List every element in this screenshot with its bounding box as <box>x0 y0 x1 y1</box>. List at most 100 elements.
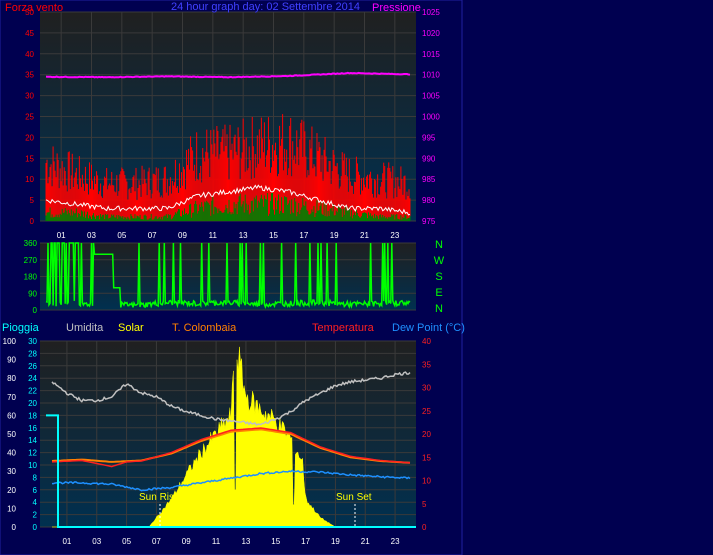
pressure-tick-label: 1025 <box>422 8 440 17</box>
temperature-tick-label: 5 <box>422 500 427 509</box>
humidity-tick-label: 30 <box>7 467 16 476</box>
pressure-tick-label: 975 <box>422 217 436 226</box>
pressure-tick-label: 980 <box>422 196 436 205</box>
hour-tick-label: 09 <box>178 231 187 240</box>
wind-direction-line <box>45 242 411 310</box>
humidity-tick-label: 90 <box>7 356 16 365</box>
wind-tick-label: 50 <box>25 8 34 17</box>
wind-axis-label: Forza vento <box>5 2 63 14</box>
hour-tick-label: 23 <box>390 231 399 240</box>
inside-temp-legend: T. Colombaia <box>172 322 237 334</box>
rain-tick-label: 10 <box>28 461 37 470</box>
wind-tick-label: 20 <box>25 133 34 142</box>
sunset-label: Sun Set <box>336 492 372 503</box>
direction-tick-label: 0 <box>33 306 38 315</box>
direction-plot-marks <box>45 242 411 310</box>
direction-tick-label: 270 <box>24 256 38 265</box>
humidity-legend: Umidita <box>66 322 104 334</box>
pressure-tick-label: 1020 <box>422 29 440 38</box>
rain-tick-label: 2 <box>33 511 38 520</box>
direction-tick-label: 180 <box>24 273 38 282</box>
hour-tick-label: 23 <box>391 537 400 546</box>
hour-tick-label: 17 <box>299 231 308 240</box>
hour-tick-label: 01 <box>62 537 71 546</box>
wind-tick-label: 10 <box>25 175 34 184</box>
temperature-tick-label: 35 <box>422 360 431 369</box>
compass-label: N <box>435 303 443 315</box>
humidity-tick-label: 100 <box>3 337 17 346</box>
humidity-line <box>51 371 411 427</box>
wind-plot-marks <box>45 71 411 221</box>
hour-tick-label: 03 <box>92 537 101 546</box>
hour-tick-label: 19 <box>331 537 340 546</box>
rain-tick-label: 18 <box>28 411 37 420</box>
sunrise-label: Sun Rise <box>139 492 180 503</box>
humidity-tick-label: 10 <box>7 504 16 513</box>
rain-legend: Pioggia <box>2 322 40 334</box>
hour-tick-label: 13 <box>241 537 250 546</box>
hour-tick-label: 11 <box>212 537 221 546</box>
hour-tick-label: 07 <box>152 537 161 546</box>
hour-tick-label: 21 <box>360 231 369 240</box>
rain-tick-label: 14 <box>28 436 37 445</box>
compass-label: S <box>435 271 442 283</box>
pressure-tick-label: 1015 <box>422 50 440 59</box>
humidity-tick-label: 0 <box>12 523 17 532</box>
dewpoint-line <box>52 469 411 492</box>
wind-tick-label: 0 <box>30 217 35 226</box>
temperature-legend: Temperatura <box>312 322 375 334</box>
rain-tick-label: 8 <box>33 473 38 482</box>
wind-tick-label: 5 <box>30 196 35 205</box>
rain-tick-label: 16 <box>28 424 37 433</box>
hour-tick-label: 11 <box>209 231 218 240</box>
dewpoint-legend: Dew Point (°C) <box>392 322 465 334</box>
rain-tick-label: 30 <box>28 337 37 346</box>
pressure-tick-label: 1005 <box>422 92 440 101</box>
temperature-tick-label: 30 <box>422 384 431 393</box>
rain-tick-label: 28 <box>28 349 37 358</box>
humidity-tick-label: 20 <box>7 486 16 495</box>
pressure-tick-label: 990 <box>422 154 436 163</box>
humidity-tick-label: 80 <box>7 374 16 383</box>
hour-tick-label: 07 <box>148 231 157 240</box>
chart-title: 24 hour graph day: 02 Settembre 2014 <box>171 1 360 13</box>
temperature-tick-label: 10 <box>422 477 431 486</box>
direction-tick-label: 90 <box>28 289 37 298</box>
hour-tick-label: 01 <box>57 231 66 240</box>
compass-label: E <box>435 287 442 299</box>
rain-line <box>46 414 416 528</box>
pressure-tick-label: 1010 <box>422 71 440 80</box>
wind-plot-ticks: 0510152025303540455097598098599099510001… <box>25 8 440 240</box>
rain-tick-label: 24 <box>28 374 37 383</box>
humidity-tick-label: 60 <box>7 411 16 420</box>
wind-tick-label: 45 <box>25 29 34 38</box>
temperature-line <box>51 427 411 468</box>
wind-tick-label: 30 <box>25 92 34 101</box>
wind-tick-label: 40 <box>25 50 34 59</box>
hour-tick-label: 03 <box>87 231 96 240</box>
pressure-tick-label: 995 <box>422 133 436 142</box>
temperature-tick-label: 15 <box>422 453 431 462</box>
rain-tick-label: 22 <box>28 387 37 396</box>
hour-tick-label: 05 <box>117 231 126 240</box>
inside-temp-line <box>51 428 411 464</box>
hour-tick-label: 15 <box>269 231 278 240</box>
hour-tick-label: 05 <box>122 537 131 546</box>
compass-label: W <box>434 255 445 267</box>
temperature-tick-label: 0 <box>422 523 427 532</box>
humidity-tick-label: 70 <box>7 393 16 402</box>
wind-speed-line <box>45 184 411 216</box>
rain-tick-label: 0 <box>33 523 38 532</box>
pressure-line <box>45 71 411 79</box>
temperature-tick-label: 40 <box>422 337 431 346</box>
solar-legend: Solar <box>118 322 144 334</box>
temp-plot-ticks: 0102030405060708090100024681012141618202… <box>3 337 432 546</box>
temp-plot-marks <box>46 346 416 528</box>
hour-tick-label: 21 <box>361 537 370 546</box>
temperature-tick-label: 20 <box>422 430 431 439</box>
humidity-tick-label: 40 <box>7 449 16 458</box>
rain-tick-label: 4 <box>33 498 38 507</box>
rain-tick-label: 20 <box>28 399 37 408</box>
wind-tick-label: 25 <box>25 113 34 122</box>
